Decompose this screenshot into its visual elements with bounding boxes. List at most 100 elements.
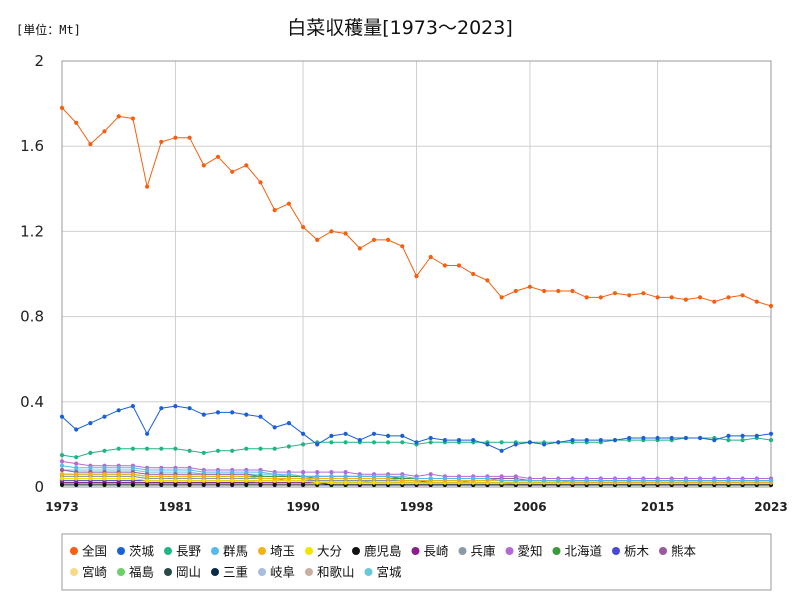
- data-point: [343, 231, 348, 236]
- data-point: [159, 406, 164, 411]
- data-point: [286, 476, 291, 481]
- x-tick-label: 2006: [513, 500, 546, 514]
- data-point: [102, 465, 107, 470]
- data-point: [683, 435, 689, 441]
- legend-item: 和歌山: [305, 565, 355, 580]
- data-point: [59, 453, 65, 458]
- data-point: [215, 478, 221, 483]
- data-point: [187, 474, 192, 479]
- data-point: [570, 478, 575, 483]
- data-point: [542, 478, 547, 483]
- y-tick-label: 2: [34, 52, 44, 70]
- data-point: [570, 288, 575, 294]
- data-point: [258, 476, 263, 481]
- data-point: [258, 180, 263, 185]
- data-point: [201, 412, 206, 417]
- data-point: [584, 478, 589, 483]
- data-point: [116, 476, 121, 481]
- x-tick-label: 1990: [286, 500, 319, 514]
- data-point: [201, 478, 206, 483]
- data-point: [315, 470, 320, 475]
- data-point: [173, 404, 178, 409]
- data-point: [456, 476, 462, 481]
- legend-label: 栃木: [624, 544, 650, 559]
- data-point: [315, 237, 320, 242]
- data-point: [315, 442, 320, 447]
- data-point: [612, 291, 618, 296]
- data-point: [272, 446, 277, 451]
- data-point: [173, 135, 178, 140]
- x-tick-label: 1981: [159, 500, 192, 514]
- data-point: [59, 414, 65, 419]
- data-point: [244, 470, 249, 475]
- data-point: [768, 431, 774, 436]
- legend-item: 熊本: [659, 544, 697, 559]
- legend-marker: [659, 547, 667, 555]
- data-point: [244, 163, 249, 168]
- data-point: [187, 448, 192, 453]
- legend-marker: [211, 568, 219, 576]
- data-point: [471, 476, 476, 481]
- data-point: [527, 478, 533, 483]
- data-point: [698, 435, 703, 441]
- data-point: [768, 478, 774, 483]
- data-point: [683, 297, 689, 302]
- data-point: [173, 467, 178, 473]
- data-point: [130, 116, 135, 121]
- legend-label: 兵庫: [471, 544, 496, 559]
- data-point: [102, 472, 107, 477]
- data-point: [244, 478, 249, 483]
- legend-item: 全国: [70, 544, 107, 559]
- data-point: [343, 480, 348, 485]
- data-point: [116, 114, 121, 119]
- data-point: [740, 433, 745, 438]
- data-point: [74, 482, 79, 487]
- x-axis-ticks: 1973 1981 1990 1998 2006 2015 2023: [45, 500, 787, 514]
- data-point: [527, 284, 533, 289]
- data-point: [400, 244, 405, 249]
- y-tick-label: 1.2: [20, 222, 44, 240]
- legend-marker: [258, 547, 266, 555]
- data-point: [683, 478, 689, 483]
- data-point: [230, 410, 235, 415]
- series-全国: [59, 105, 774, 309]
- data-point: [400, 478, 405, 483]
- data-point: [669, 435, 674, 441]
- data-point: [173, 474, 178, 479]
- data-point: [215, 154, 221, 159]
- data-point: [74, 455, 79, 460]
- data-point: [513, 442, 518, 447]
- data-point: [556, 440, 561, 445]
- data-point: [59, 472, 65, 477]
- data-point: [386, 237, 391, 242]
- legend-label: 岡山: [176, 565, 201, 580]
- data-point: [627, 478, 632, 483]
- data-point: [244, 482, 249, 487]
- data-point: [74, 461, 79, 466]
- data-point: [244, 412, 249, 417]
- data-point: [244, 446, 249, 451]
- data-point: [230, 169, 235, 174]
- data-point: [768, 438, 774, 443]
- legend-label: 熊本: [671, 544, 697, 559]
- legend-item: 宮崎: [70, 565, 108, 580]
- data-point: [499, 295, 504, 300]
- legend-marker: [211, 547, 219, 555]
- data-point: [428, 440, 433, 445]
- legend-label: 全国: [82, 544, 107, 559]
- data-point: [371, 440, 377, 445]
- data-point: [485, 278, 490, 283]
- data-point: [329, 229, 334, 234]
- data-point: [343, 431, 348, 436]
- legend-item: 宮城: [364, 565, 403, 580]
- legend-marker: [411, 547, 420, 555]
- legend-label: 宮城: [377, 565, 403, 580]
- data-point: [698, 478, 703, 483]
- legend-marker: [305, 547, 313, 555]
- data-point: [754, 478, 759, 483]
- data-point: [329, 440, 334, 445]
- data-point: [357, 438, 362, 443]
- data-point: [88, 421, 93, 426]
- data-point: [598, 295, 603, 300]
